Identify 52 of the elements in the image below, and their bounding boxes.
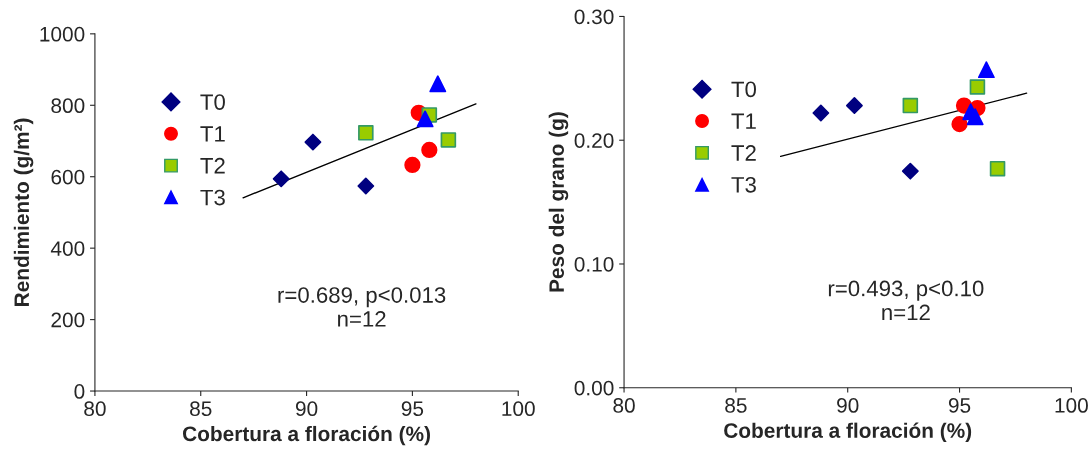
annotation: r=0.689, p<0.013 n=12 — [278, 287, 446, 327]
legend-label: T0 — [200, 94, 225, 110]
y-tick-label: 800 — [51, 98, 85, 114]
point — [421, 141, 438, 159]
point — [404, 156, 421, 174]
y-tick-label: 0 — [74, 384, 85, 399]
x-tick-label: 100 — [1055, 398, 1088, 413]
point — [845, 97, 863, 115]
x-tick-label: 85 — [190, 401, 212, 417]
y-tick-label: 200 — [51, 312, 85, 328]
point — [429, 75, 447, 93]
point — [977, 61, 995, 79]
x-axis-title: Cobertura a floración (%) — [724, 422, 972, 443]
point — [358, 125, 374, 141]
point — [272, 170, 290, 188]
y-tick-label: 0.00 — [574, 380, 614, 396]
point — [901, 162, 919, 180]
x-tick-label: 80 — [613, 398, 635, 413]
y-axis-title: Rendimiento (g/m²) — [13, 118, 34, 306]
point — [416, 110, 434, 128]
point — [440, 132, 457, 148]
y-tick-label: 0.20 — [574, 133, 614, 148]
y-tick-label: 0.30 — [574, 9, 614, 25]
x-tick-label: 95 — [401, 401, 424, 417]
point — [902, 97, 919, 114]
x-tick-label: 95 — [948, 398, 971, 413]
point — [304, 133, 322, 151]
point — [812, 104, 830, 122]
point — [951, 116, 968, 133]
legend-label: T3 — [200, 189, 225, 206]
legend-label: T0 — [731, 81, 757, 98]
legend-label: T2 — [731, 145, 756, 161]
y-tick-label: 400 — [50, 241, 85, 256]
x-tick-label: 100 — [502, 401, 535, 417]
point — [357, 177, 375, 195]
legend-label: T1 — [731, 113, 756, 129]
x-tick-label: 90 — [837, 398, 859, 413]
point — [989, 160, 1006, 177]
legend-label: T1 — [200, 126, 225, 142]
y-tick-label: 0.10 — [574, 256, 614, 272]
x-tick-label: 80 — [84, 401, 106, 417]
y-tick-label: 600 — [51, 169, 85, 185]
x-tick-label: 85 — [725, 398, 747, 413]
legend-label: T3 — [731, 176, 756, 193]
point — [969, 79, 986, 95]
y-tick-label: 1000 — [40, 26, 85, 42]
x-tick-label: 90 — [295, 401, 318, 417]
annotation: r=0.493, p<0.10 n=12 — [828, 280, 984, 321]
x-axis-title: Cobertura a floración (%) — [183, 425, 430, 446]
legend-label: T2 — [200, 157, 225, 174]
point — [966, 108, 984, 126]
y-axis-title: Peso del grano (g) — [548, 112, 569, 292]
